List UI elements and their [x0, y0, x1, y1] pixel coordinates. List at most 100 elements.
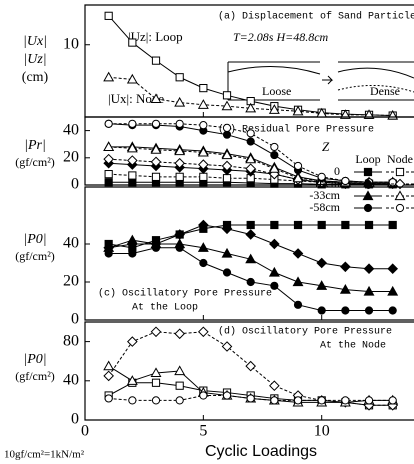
marker	[245, 153, 257, 164]
marker	[339, 109, 351, 119]
marker	[270, 396, 279, 405]
marker	[246, 394, 255, 403]
marker	[222, 130, 232, 139]
marker	[150, 367, 162, 378]
marker	[151, 396, 161, 405]
y-axis-label: |P0|	[23, 232, 46, 247]
marker	[150, 326, 162, 338]
marker	[175, 396, 184, 405]
marker	[128, 171, 137, 180]
marker	[246, 277, 255, 287]
marker	[128, 38, 137, 47]
marker	[341, 306, 350, 315]
marker	[128, 119, 137, 128]
marker	[174, 96, 186, 107]
marker	[174, 365, 186, 376]
legend-column: Loop	[355, 152, 380, 166]
legend-marker	[394, 190, 406, 201]
marker	[222, 174, 232, 183]
y-axis-label: (cm)	[22, 70, 49, 85]
marker	[270, 142, 279, 152]
marker	[340, 261, 351, 273]
legend-marker	[362, 190, 374, 201]
marker	[151, 172, 161, 181]
marker	[387, 285, 399, 296]
marker	[104, 11, 113, 20]
marker	[222, 268, 232, 277]
panel-a-title: (a) Displacement of Sand Particles	[218, 11, 414, 23]
marker	[103, 71, 115, 82]
marker	[388, 220, 397, 230]
marker	[388, 396, 397, 405]
marker	[387, 263, 399, 275]
marker	[151, 378, 161, 387]
marker	[245, 253, 257, 264]
marker	[292, 172, 304, 183]
marker	[388, 178, 397, 187]
y-axis-label: |Uz|	[23, 52, 46, 67]
legend-marker	[363, 203, 373, 213]
legend-title: Z	[322, 139, 330, 154]
axes-frame	[84, 186, 414, 321]
marker	[175, 119, 184, 128]
y-tick-label: 20	[63, 148, 79, 165]
marker	[341, 176, 350, 186]
y-tick-label: 10	[63, 35, 79, 52]
annotation: |Uz|: Loop	[128, 29, 183, 44]
y-axis-label: (gf/cm²)	[15, 155, 55, 169]
marker	[197, 146, 209, 157]
marker	[175, 172, 184, 181]
marker	[316, 257, 327, 269]
marker	[293, 300, 303, 309]
marker	[197, 99, 209, 109]
legend-label: -33cm	[309, 188, 340, 202]
marker	[104, 178, 113, 187]
panel-c-subtitle: At the Loop	[132, 302, 198, 314]
marker	[293, 220, 303, 230]
marker	[126, 142, 138, 153]
legend-column: Node	[387, 152, 413, 166]
marker	[222, 123, 232, 132]
axes-frame	[84, 321, 414, 421]
marker	[269, 380, 280, 392]
marker	[103, 370, 114, 382]
marker	[293, 161, 303, 171]
marker	[104, 119, 113, 128]
y-tick-label: 0	[71, 411, 79, 428]
y-tick-label: 80	[63, 332, 79, 349]
marker	[104, 394, 113, 403]
y-tick-label: 40	[63, 371, 79, 388]
annotation: Dense	[370, 84, 400, 98]
marker	[363, 285, 375, 296]
marker	[246, 220, 255, 230]
marker	[388, 306, 397, 315]
marker	[245, 229, 256, 240]
marker	[198, 219, 209, 231]
marker	[221, 223, 233, 235]
panel-d-title: (d) Oscillatory Pore Pressure	[218, 326, 392, 338]
marker	[199, 121, 208, 130]
marker	[364, 306, 374, 315]
y-tick-label: 40	[63, 121, 79, 138]
inset-sketch	[227, 61, 414, 101]
marker	[221, 100, 233, 111]
y-tick-label: 0	[71, 176, 79, 193]
marker	[174, 157, 185, 169]
marker	[270, 281, 279, 290]
marker	[104, 170, 113, 179]
marker	[292, 105, 304, 116]
y-axis-label: (gf/cm²)	[15, 369, 55, 383]
marker	[175, 243, 184, 252]
legend-marker	[362, 178, 374, 190]
marker	[246, 129, 255, 138]
marker	[199, 391, 208, 400]
marker	[222, 91, 232, 100]
marker	[151, 56, 161, 65]
marker	[103, 153, 114, 165]
marker	[221, 341, 233, 352]
marker	[150, 93, 162, 104]
marker	[128, 249, 137, 258]
marker	[268, 266, 280, 277]
marker	[151, 243, 161, 252]
y-axis-label: |Pr|	[24, 138, 46, 153]
